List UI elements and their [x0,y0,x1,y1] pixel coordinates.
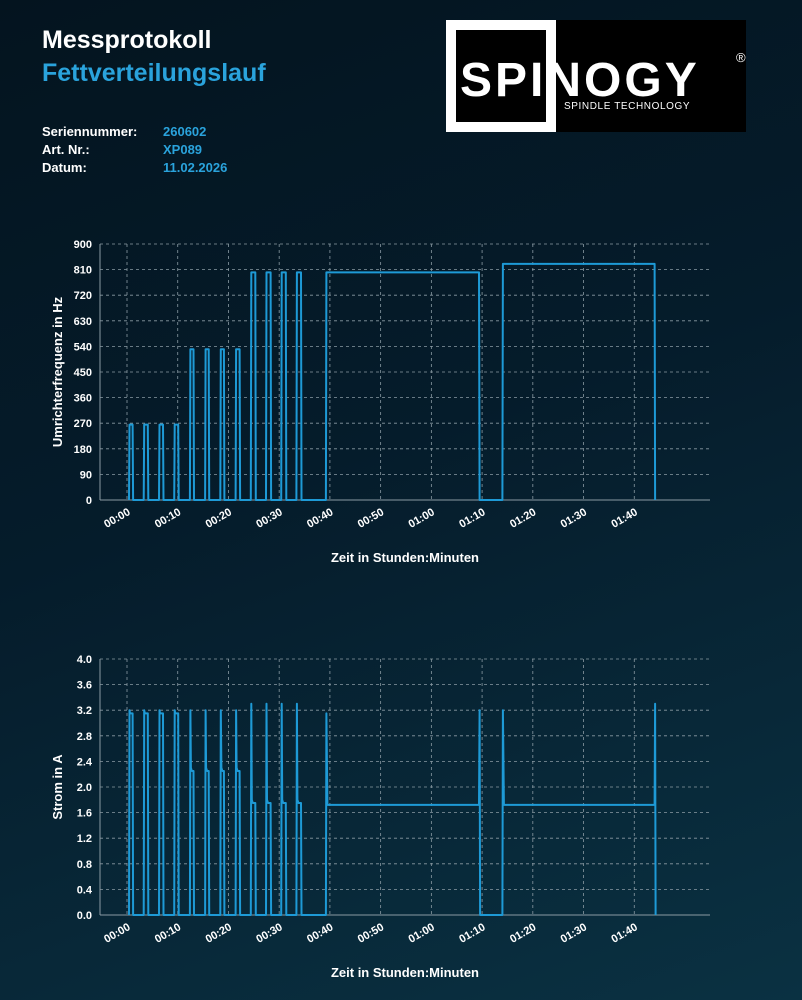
meta-row-date: Datum: 11.02.2026 [42,160,227,178]
series-line [128,702,657,916]
y-tick-label: 630 [74,316,92,328]
x-tick-label: 01:30 [559,921,589,945]
x-axis-label: Zeit in Stunden:Minuten [331,965,479,980]
meta-value: 11.02.2026 [163,160,228,175]
page-title: Messprotokoll [42,26,212,54]
x-tick-label: 01:00 [406,921,436,945]
y-tick-label: 2.4 [77,756,93,768]
x-tick-label: 01:10 [457,506,487,530]
y-tick-label: 900 [74,239,92,251]
y-tick-label: 0 [86,495,92,507]
logo-registered-mark: ® [736,50,746,65]
x-tick-label: 01:20 [508,921,538,945]
meta-value: 260602 [163,124,207,139]
y-tick-label: 180 [74,444,92,456]
y-tick-label: 1.2 [77,833,92,845]
x-tick-label: 00:00 [102,506,132,530]
y-axis-label: Strom in A [50,754,65,820]
x-tick-label: 00:10 [153,921,183,945]
frequency-chart: 0 90 180 270 360 450 540 630 720 810 900 00:00 00:10… [50,239,710,565]
meta-row-article: Art. Nr.: XP089 [42,142,227,160]
x-tick-label: 00:10 [153,506,183,530]
x-tick-label: 00:50 [356,921,386,945]
meta-label: Art. Nr.: [42,142,90,157]
y-tick-label: 270 [74,418,92,430]
y-tick-label: 0.4 [77,884,93,896]
x-tick-label: 01:40 [609,506,639,530]
x-tick-label: 00:20 [204,506,234,530]
y-tick-label: 540 [74,341,92,353]
y-tick-label: 0.8 [77,859,92,871]
y-tick-label: 4.0 [77,654,92,666]
series-line [128,262,657,501]
y-tick-label: 810 [74,265,92,277]
meta-label: Seriennummer: [42,124,138,139]
x-tick-label: 01:10 [457,921,487,945]
spinogy-logo: SPINOGY SPINDLE TECHNOLOGY ® [446,20,746,132]
x-tick-label: 00:00 [102,921,132,945]
x-tick-label: 01:00 [406,506,436,530]
y-tick-label: 90 [80,469,92,481]
current-chart: 0.0 0.4 0.8 1.2 1.6 2.0 2.4 2.8 3.2 3.6 4.0 00:00 00… [50,654,710,980]
logo-tagline: SPINDLE TECHNOLOGY [564,101,690,112]
meta-block: Seriennummer: 260602 Art. Nr.: XP089 Dat… [42,124,227,178]
y-tick-label: 3.2 [77,705,92,717]
meta-row-serial: Seriennummer: 260602 [42,124,227,142]
x-tick-label: 00:30 [254,921,284,945]
x-tick-label: 00:30 [254,506,284,530]
y-tick-label: 2.8 [77,731,92,743]
page-subtitle: Fettverteilungslauf [42,59,266,87]
x-tick-label: 00:50 [356,506,386,530]
y-tick-label: 1.6 [77,808,92,820]
meta-value: XP089 [163,142,203,157]
y-tick-label: 2.0 [77,782,92,794]
y-tick-label: 0.0 [77,910,92,922]
y-axis-label: Umrichterfrequenz in Hz [50,296,65,447]
x-tick-label: 01:20 [508,506,538,530]
x-axis-label: Zeit in Stunden:Minuten [331,550,479,565]
y-tick-label: 720 [74,290,92,302]
x-tick-label: 00:20 [204,921,234,945]
y-tick-label: 450 [74,367,92,379]
logo-brand: SPINOGY [460,54,700,107]
x-tick-label: 00:40 [305,921,335,945]
x-tick-label: 01:30 [559,506,589,530]
y-tick-label: 3.6 [77,680,92,692]
y-tick-label: 360 [74,393,92,405]
x-tick-label: 00:40 [305,506,335,530]
x-tick-label: 01:40 [609,921,639,945]
meta-label: Datum: [42,160,87,175]
